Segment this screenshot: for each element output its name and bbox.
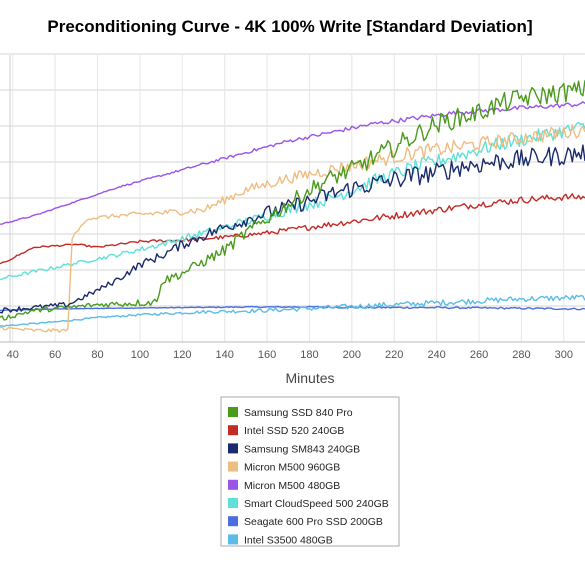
legend-label: Micron M500 480GB: [244, 480, 340, 492]
legend-label: Samsung SM843 240GB: [244, 443, 360, 455]
series-line: [0, 193, 585, 265]
series-line: [0, 305, 585, 312]
legend-swatch: [228, 425, 238, 436]
legend-swatch: [228, 516, 238, 527]
series-line: [0, 294, 585, 328]
series-lines: [0, 80, 585, 333]
x-tick-label: 120: [173, 349, 191, 361]
x-tick-label: 40: [7, 349, 19, 361]
x-tick-label: 180: [300, 349, 318, 361]
x-tick-label: 240: [427, 349, 445, 361]
x-tick-label: 160: [258, 349, 276, 361]
x-tick-label: 220: [385, 349, 403, 361]
legend-swatch: [228, 498, 238, 508]
series-line: [0, 144, 585, 314]
legend-label: Smart CloudSpeed 500 240GB: [244, 498, 389, 510]
x-tick-labels: 40 60 80 100 120 140 160 180 200 220 240 260 280 300: [7, 349, 573, 361]
x-tick-label: 280: [512, 349, 530, 361]
x-tick-label: 300: [555, 349, 573, 361]
legend-swatch: [228, 461, 238, 472]
x-tick-label: 80: [91, 349, 103, 361]
x-tick-label: 60: [49, 349, 61, 361]
legend-label: Intel SSD 520 240GB: [244, 425, 344, 437]
x-tick-label: 100: [131, 349, 149, 361]
series-line: [0, 80, 585, 321]
legend: Samsung SSD 840 Pro Intel SSD 520 240GB Sa…: [220, 396, 400, 547]
legend-label: Intel S3500 480GB: [244, 534, 333, 546]
legend-label: Samsung SSD 840 Pro: [244, 407, 353, 419]
x-axis-title: Minutes: [285, 370, 334, 386]
legend-swatch: [228, 479, 238, 490]
x-tick-label: 200: [343, 349, 361, 361]
series-line: [0, 124, 585, 333]
x-tick-label: 140: [215, 349, 233, 361]
legend-box: [220, 396, 400, 547]
legend-swatch: [228, 407, 238, 417]
legend-swatch: [228, 534, 238, 545]
chart-title: Preconditioning Curve - 4K 100% Write [S…: [47, 17, 532, 36]
series-line: [0, 101, 585, 225]
legend-label: Seagate 600 Pro SSD 200GB: [244, 516, 383, 528]
legend-label: Micron M500 960GB: [244, 462, 340, 474]
x-tick-label: 260: [470, 349, 488, 361]
legend-swatch: [228, 443, 238, 454]
grid: [0, 53, 585, 343]
